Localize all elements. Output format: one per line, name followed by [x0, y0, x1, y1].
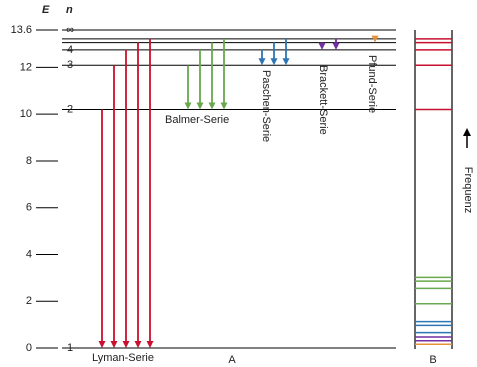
transition-arrow-head	[146, 341, 154, 348]
transition-arrow-head	[196, 102, 204, 110]
energy-tick-label: 6	[26, 202, 32, 214]
energy-tick-label: 2	[26, 295, 32, 307]
transition-arrow-head	[98, 341, 106, 348]
frequency-label: Frequenz	[462, 167, 474, 213]
energy-tick-label: 0	[26, 342, 32, 354]
transition-arrow-head	[220, 102, 228, 110]
transition-arrow-head	[371, 35, 379, 43]
series-label: Brackett-Serie	[317, 65, 329, 135]
series-label: Pfund-Serie	[366, 55, 378, 113]
transition-arrow-head	[184, 102, 192, 110]
energy-axis-label: E	[42, 4, 50, 16]
n-label: 3	[67, 59, 73, 71]
energy-tick-label: 4	[26, 248, 32, 260]
energy-tick-label: 12	[20, 61, 32, 73]
panel-label: B	[429, 354, 436, 366]
transition-arrow-head	[122, 341, 130, 348]
transition-arrow-head	[110, 341, 118, 348]
transition-arrow-head	[318, 42, 326, 50]
transition-arrow-head	[282, 58, 290, 66]
n-label: 1	[67, 342, 73, 354]
series-label: Balmer-Serie	[165, 114, 229, 126]
transition-arrow-head	[208, 102, 216, 110]
n-axis-label: n	[66, 4, 73, 16]
series-label: Paschen-Serie	[260, 70, 272, 142]
transition-arrow-head	[258, 58, 266, 66]
n-label: ∞	[66, 24, 74, 36]
energy-tick-label: 8	[26, 155, 32, 167]
series-label: Lyman-Serie	[92, 352, 154, 364]
transition-arrow-head	[134, 341, 142, 348]
transition-arrow-head	[332, 42, 340, 50]
n-label: 4	[67, 44, 73, 56]
energy-tick-label: 10	[20, 108, 32, 120]
energy-tick-label: 13.6	[11, 24, 32, 36]
transition-arrow-head	[270, 58, 278, 66]
frequency-arrow-head	[463, 128, 471, 136]
n-label: 2	[67, 103, 73, 115]
panel-label: A	[228, 354, 236, 366]
